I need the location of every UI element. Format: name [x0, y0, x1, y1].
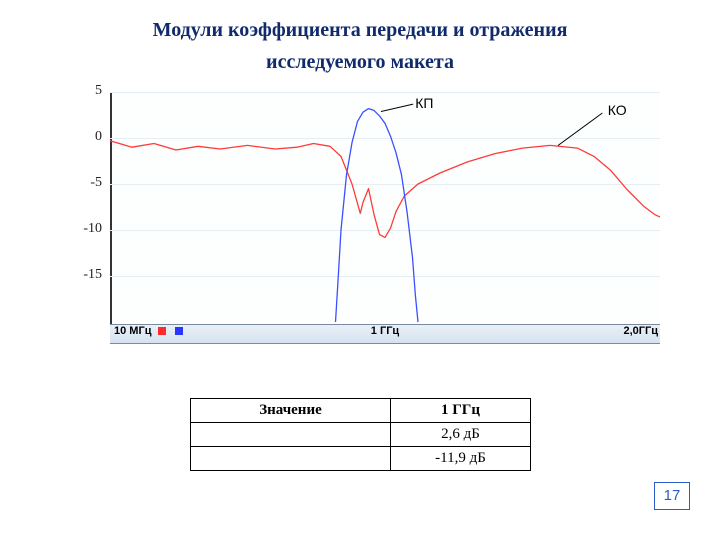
table-row: 2,6 дБ — [191, 423, 531, 447]
y-tick-label: 0 — [60, 129, 102, 145]
y-tick-label: -10 — [60, 221, 102, 237]
page-number: 17 — [654, 482, 690, 510]
values-table: Значение 1 ГГц 2,6 дБ -11,9 дБ — [190, 398, 531, 471]
callout-ko-label: КО — [608, 102, 627, 118]
plot-svg — [110, 92, 660, 322]
series-kp — [336, 109, 419, 322]
marker-red-icon — [158, 327, 166, 335]
title-line-2: исследуемого макета — [0, 46, 720, 78]
table-cell: -11,9 дБ — [391, 447, 531, 471]
table-header-cell: 1 ГГц — [391, 399, 531, 423]
callout-kp-label: КП — [415, 95, 433, 111]
y-tick-label: -5 — [60, 175, 102, 191]
table-header-row: Значение 1 ГГц — [191, 399, 531, 423]
x-axis-right-label: 2,0ГГц — [623, 325, 658, 337]
table-cell — [191, 447, 391, 471]
marker-blue-icon — [175, 327, 183, 335]
x-axis-center-label: 1 ГГц — [371, 325, 399, 337]
transmission-reflection-chart: 50-5-10-15 КПКО 10 МГц 1 ГГц 2,0ГГц — [60, 92, 660, 347]
table-row: -11,9 дБ — [191, 447, 531, 471]
table-cell — [191, 423, 391, 447]
series-ko — [110, 141, 660, 238]
page-title: Модули коэффициента передачи и отражения… — [0, 0, 720, 78]
y-tick-label: -15 — [60, 267, 102, 283]
x-axis-left-label: 10 МГц — [114, 325, 186, 337]
title-line-1: Модули коэффициента передачи и отражения — [0, 14, 720, 46]
table-header-cell: Значение — [191, 399, 391, 423]
table-cell: 2,6 дБ — [391, 423, 531, 447]
y-tick-label: 5 — [60, 83, 102, 99]
